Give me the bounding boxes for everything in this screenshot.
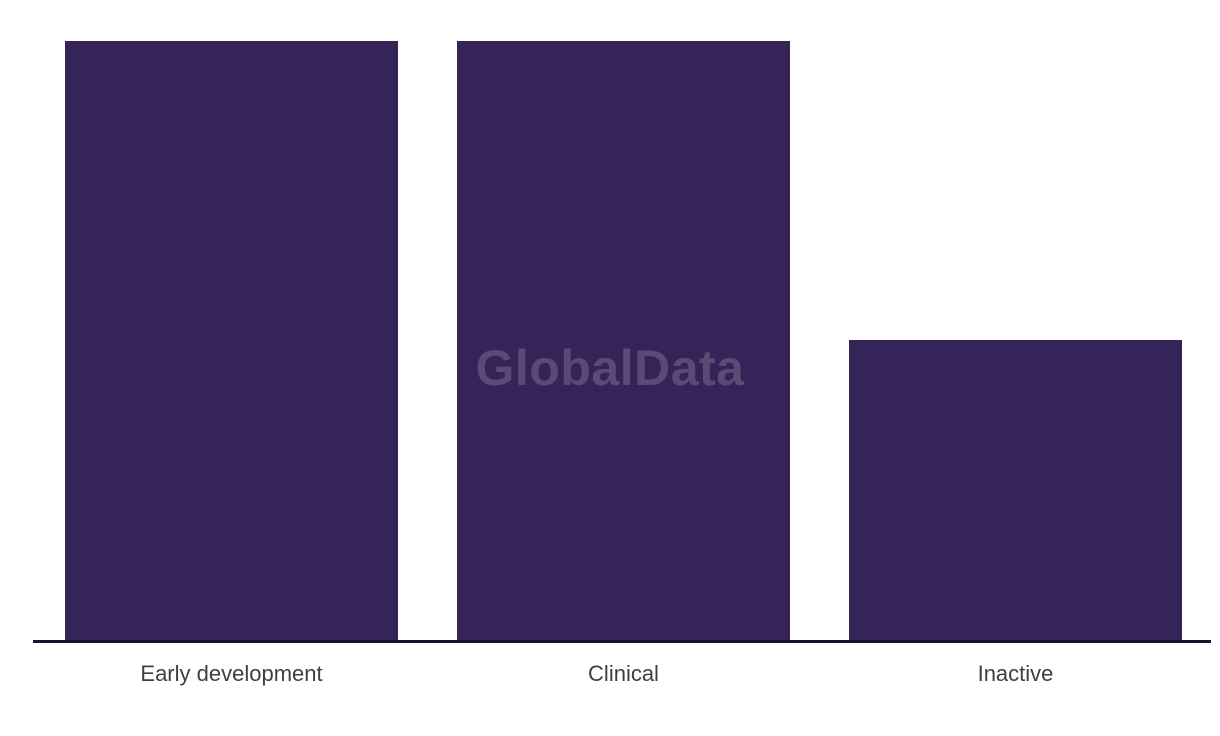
x-axis-label-clinical: Clinical [588, 661, 659, 686]
bar-inactive [849, 340, 1182, 640]
x-axis-line [33, 640, 1211, 643]
bar-clinical [457, 41, 790, 640]
x-axis-label-early-development: Early development [140, 661, 323, 686]
x-axis-label-inactive: Inactive [977, 661, 1054, 686]
bar-early-development [65, 41, 398, 640]
